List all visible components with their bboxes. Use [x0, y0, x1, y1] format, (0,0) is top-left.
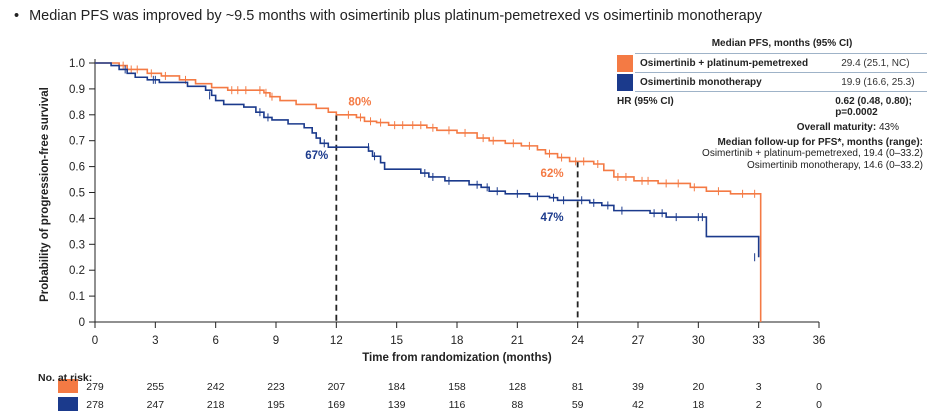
risk-count-combo: 279	[86, 381, 104, 393]
legend-value-combo: 29.4 (25.1, NC)	[835, 53, 927, 73]
overall-maturity: Overall maturity: 43%	[617, 122, 927, 133]
risk-count-mono: 169	[328, 399, 346, 411]
landmark-label-combo-12mo: 80%	[348, 97, 371, 109]
hr-label: HR (95% CI)	[617, 96, 674, 107]
annotations-layer: 80% 67% 62% 47%	[305, 97, 563, 224]
risk-count-combo: 81	[572, 381, 584, 393]
risk-count-mono: 247	[147, 399, 165, 411]
y-tick-label: 0.9	[69, 84, 85, 96]
x-axis-label: Time from randomization (months)	[362, 352, 552, 364]
y-tick-label: 0.1	[69, 291, 85, 303]
risk-count-combo: 3	[756, 381, 762, 393]
x-tick-label: 9	[273, 335, 279, 347]
slide-headline: • Median PFS was improved by ~9.5 months …	[14, 8, 762, 24]
risk-count-combo: 207	[328, 381, 346, 393]
x-tick-label: 12	[330, 335, 343, 347]
km-curve-mono	[95, 62, 760, 258]
risk-count-combo: 223	[267, 381, 285, 393]
risk-table-title: No. at risk:	[38, 372, 93, 384]
hr-value-cell: 0.62 (0.48, 0.80); p=0.0002	[835, 92, 927, 118]
y-tick-label: 0.5	[69, 188, 85, 200]
y-tick-label: 0.8	[69, 110, 85, 122]
x-tick-label: 36	[813, 335, 826, 347]
curves-layer	[95, 61, 762, 322]
legend-box: Median PFS, months (95% CI) Osimertinib …	[617, 38, 927, 172]
y-axis-label: Probability of progression-free survival	[39, 87, 51, 302]
x-tick-label: 3	[152, 335, 158, 347]
risk-count-mono: 42	[632, 399, 644, 411]
risk-swatch-mono	[58, 397, 78, 411]
followup-mono: Osimertinib monotherapy, 14.6 (0–33.2)	[746, 160, 923, 171]
risk-count-mono: 116	[449, 399, 466, 411]
legend-label-combo: Osimertinib + platinum-pemetrexed	[635, 53, 836, 73]
x-tick-label: 30	[692, 335, 705, 347]
legend-row-combo: Osimertinib + platinum-pemetrexed 29.4 (…	[617, 53, 927, 73]
legend-swatch-combo	[617, 54, 633, 72]
risk-count-combo: 128	[509, 381, 527, 393]
headline-text: Median PFS was improved by ~9.5 months w…	[29, 8, 763, 24]
hr-p-value: p=0.0002	[835, 107, 878, 118]
followup-title: Median follow-up for PFS*, months (range…	[717, 137, 923, 148]
x-tick-label: 18	[451, 335, 464, 347]
hr-value: 0.62 (0.48, 0.80);	[835, 96, 912, 107]
risk-count-mono: 139	[388, 399, 406, 411]
risk-count-mono: 278	[86, 399, 104, 411]
landmark-label-combo-24mo: 62%	[541, 168, 564, 180]
km-curve-combo	[95, 62, 762, 322]
axes-layer: 00.10.20.30.40.50.60.70.80.91.00 3 6 9 12 15 1…	[39, 58, 825, 364]
maturity-value: 43%	[878, 122, 899, 133]
followup-combo: Osimertinib + platinum-pemetrexed, 19.4 …	[702, 148, 923, 159]
risk-count-mono: 218	[207, 399, 225, 411]
risk-count-mono: 195	[267, 399, 285, 411]
x-tick-label: 27	[632, 335, 645, 347]
x-tick-label: 33	[752, 335, 765, 347]
x-tick-label: 21	[511, 335, 524, 347]
hazard-ratio-row: HR (95% CI) 0.62 (0.48, 0.80); p=0.0002	[617, 92, 927, 118]
y-tick-label: 0.2	[69, 265, 85, 277]
legend-row-mono: Osimertinib monotherapy 19.9 (16.6, 25.3…	[617, 72, 927, 92]
legend-table: Osimertinib + platinum-pemetrexed 29.4 (…	[617, 53, 927, 118]
risk-count-combo: 39	[632, 381, 644, 393]
risk-count-mono: 59	[572, 399, 584, 411]
risk-count-combo: 242	[207, 381, 225, 393]
risk-count-mono: 18	[692, 399, 704, 411]
risk-count-mono: 88	[511, 399, 523, 411]
y-tick-label: 0.6	[69, 162, 85, 174]
legend-header: Median PFS, months (95% CI)	[711, 38, 853, 49]
y-tick-label: 1.0	[69, 58, 85, 70]
landmark-label-mono-12mo: 67%	[305, 150, 328, 162]
x-tick-label: 15	[390, 335, 403, 347]
bullet-icon: •	[14, 8, 20, 24]
y-tick-label: 0.7	[69, 136, 85, 148]
reference-lines-layer	[335, 114, 579, 322]
risk-count-mono: 2	[756, 399, 762, 411]
x-tick-label: 24	[571, 335, 584, 347]
risk-count-combo: 0	[816, 381, 822, 393]
y-tick-label: 0.4	[69, 213, 86, 225]
landmark-label-mono-24mo: 47%	[541, 212, 564, 224]
y-tick-label: 0.3	[69, 239, 85, 251]
risk-count-mono: 0	[816, 399, 822, 411]
x-tick-label: 0	[92, 335, 98, 347]
y-tick-label: 0	[79, 317, 85, 329]
risk-count-combo: 158	[448, 381, 466, 393]
legend-swatch-mono	[617, 73, 633, 91]
legend-label-mono: Osimertinib monotherapy	[635, 72, 836, 92]
maturity-label: Overall maturity:	[796, 122, 877, 133]
risk-swatch-combo	[58, 379, 78, 393]
x-tick-label: 6	[212, 335, 218, 347]
risk-count-combo: 20	[692, 381, 704, 393]
legend-value-mono: 19.9 (16.6, 25.3)	[835, 72, 927, 92]
risk-count-combo: 255	[147, 381, 165, 393]
risk-count-combo: 184	[388, 381, 406, 393]
